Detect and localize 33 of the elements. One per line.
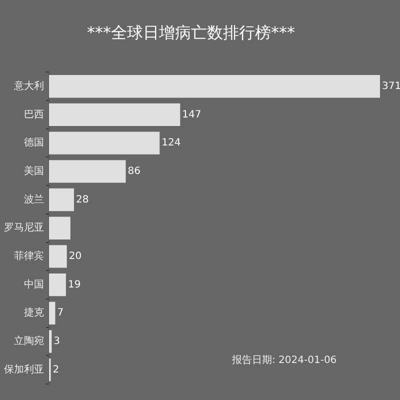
bar [49,188,74,212]
data-label: 3 [54,336,60,348]
bar [49,103,180,126]
bar [49,132,160,154]
data-label: 124 [162,138,181,149]
y-tick-label: 捷克 [24,306,44,319]
data-label: 2 [52,364,60,376]
y-tick-label: 保加利亚 [4,363,44,376]
bar [49,302,56,324]
chart-title: ***全球日增病亡数排行榜*** [87,22,295,42]
bar [49,160,126,183]
data-label: 19 [68,279,81,290]
bar [49,75,380,98]
y-tick-label: 意大利 [13,80,44,92]
data-label: 86 [128,166,140,178]
data-label: 20 [68,251,82,262]
y-tick-label: 中国 [24,278,44,290]
y-tick-label: 波兰 [24,193,44,206]
bar [49,245,67,268]
data-label: 7 [57,308,64,319]
y-tick-label: 巴西 [24,109,44,120]
y-tick-label: 美国 [24,165,44,178]
data-label: 147 [182,109,202,120]
bar [49,216,70,240]
y-tick-label: 立陶宛 [14,335,44,348]
annotation: 报告日期: 2024-01-06 [232,355,337,367]
bar [49,273,66,296]
y-tick-label: 罗马尼亚 [4,222,44,234]
bar [49,330,52,353]
data-label: 28 [76,194,89,206]
y-tick-label: 德国 [24,138,44,149]
y-tick-label: 菲律宾 [14,250,44,262]
data-label: 371 [382,80,400,92]
